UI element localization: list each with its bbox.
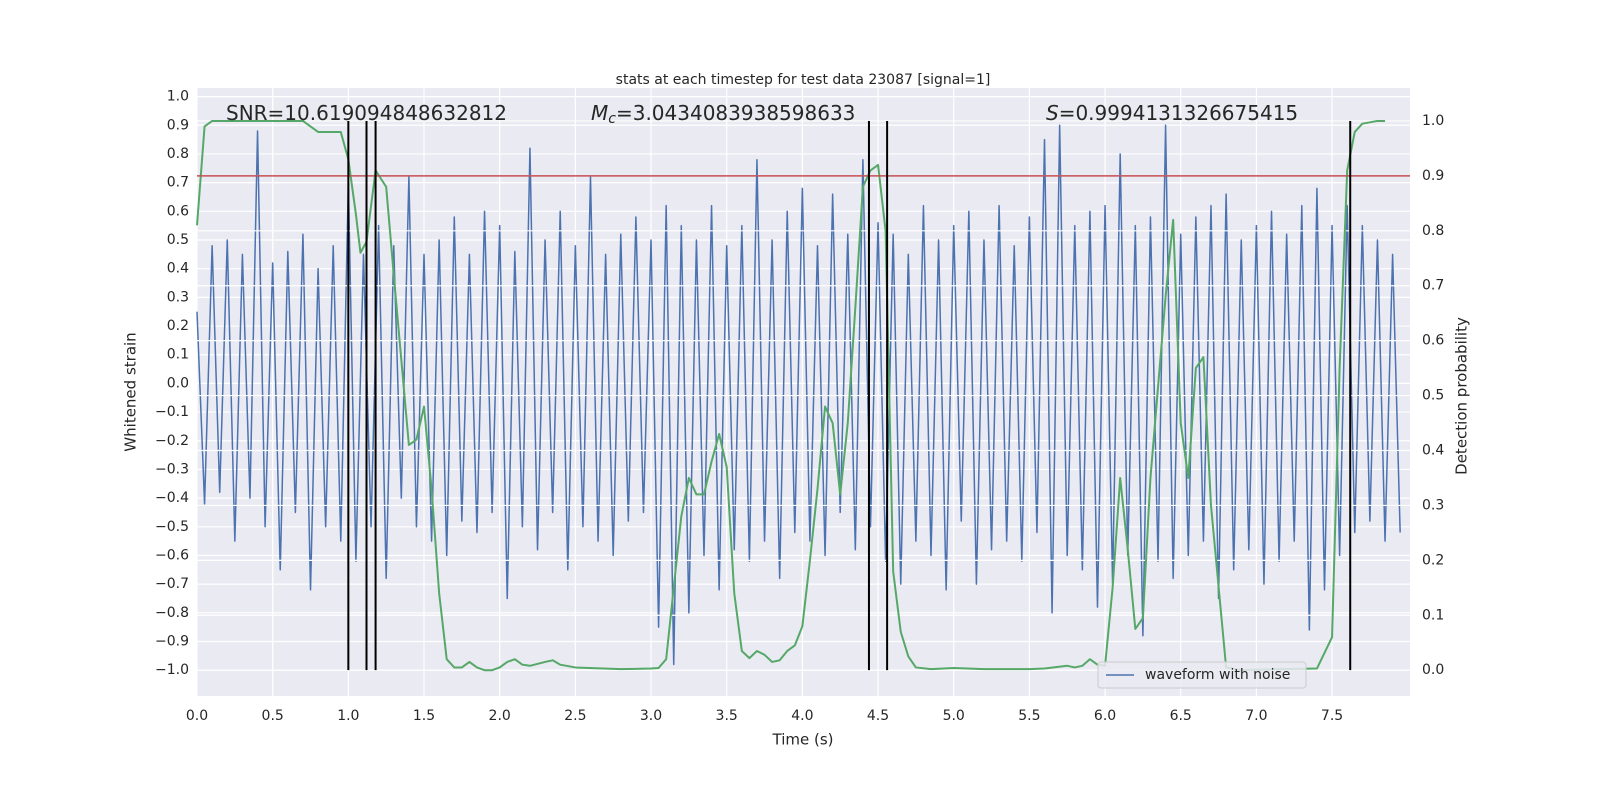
y-tick-label: −0.3 [155, 461, 189, 477]
legend-label: waveform with noise [1145, 667, 1290, 683]
annotation: S=0.9994131326675415 [1046, 101, 1298, 125]
annotation-symbol: S [1046, 101, 1059, 125]
y-tick-label: −0.9 [155, 634, 189, 650]
x-tick-label: 3.0 [640, 708, 662, 724]
x-tick-label: 2.0 [489, 708, 511, 724]
series-line [196, 119, 1386, 672]
annotation-symbol: M [591, 101, 608, 125]
y2-tick-label: 0.4 [1422, 442, 1444, 458]
y2-tick-label: 0.9 [1422, 168, 1444, 184]
x-axis-label: Time (s) [772, 731, 834, 749]
y2-tick-label: 0.2 [1422, 552, 1444, 568]
x-tick-label: 1.5 [413, 708, 435, 724]
y-tick-label: −0.2 [155, 433, 189, 449]
x-tick-label: 4.0 [791, 708, 813, 724]
y-tick-label: 0.1 [167, 347, 189, 363]
y2-tick-label: 0.0 [1422, 662, 1444, 678]
annotation-text: =0.9994131326675415 [1059, 101, 1298, 125]
x-tick-label: 0.0 [186, 708, 208, 724]
annotation: SNR=10.619094848632812 [226, 101, 507, 125]
y2-tick-label: 0.5 [1422, 388, 1444, 404]
x-tick-label: 6.5 [1170, 708, 1192, 724]
y-tick-label: 0.2 [167, 318, 189, 334]
y-tick-label: −0.4 [155, 490, 189, 506]
annotation: Mc=3.0434083938598633 [591, 101, 855, 128]
annotation-subscript: c [608, 111, 616, 127]
series-line [196, 124, 1401, 666]
legend-box [1097, 661, 1307, 689]
x-tick-label: 3.5 [716, 708, 738, 724]
y-tick-label: 0.5 [167, 232, 189, 248]
y2-tick-label: 1.0 [1422, 113, 1444, 129]
x-tick-label: 6.0 [1094, 708, 1116, 724]
x-tick-label: 2.5 [564, 708, 586, 724]
y2-tick-label: 0.8 [1422, 223, 1444, 239]
y-tick-label: 0.7 [167, 175, 189, 191]
y-tick-label: 0.8 [167, 146, 189, 162]
y-tick-label: −0.1 [155, 404, 189, 420]
y-tick-label: −0.5 [155, 519, 189, 535]
x-tick-label: 1.0 [337, 708, 359, 724]
annotation-text: =3.0434083938598633 [616, 101, 855, 125]
y-tick-label: −0.7 [155, 576, 189, 592]
y2-axis-label: Detection probability [1453, 317, 1471, 475]
y-tick-label: 1.0 [167, 89, 189, 105]
y2-tick-label: 0.6 [1422, 333, 1444, 349]
plot-background [197, 88, 1410, 696]
annotation-text: SNR=10.619094848632812 [226, 101, 507, 125]
y2-tick-label: 0.1 [1422, 607, 1444, 623]
x-tick-label: 0.5 [262, 708, 284, 724]
y-axis-label: Whitened strain [122, 332, 140, 451]
y-tick-label: −0.6 [155, 547, 189, 563]
y-tick-label: 0.3 [167, 289, 189, 305]
chart-title: stats at each timestep for test data 230… [616, 72, 991, 88]
x-tick-label: 7.0 [1245, 708, 1267, 724]
x-tick-label: 7.5 [1321, 708, 1343, 724]
x-tick-label: 4.5 [867, 708, 889, 724]
y-tick-label: 0.4 [167, 261, 189, 277]
y2-tick-label: 0.7 [1422, 278, 1444, 294]
y-tick-label: −0.8 [155, 605, 189, 621]
y-tick-label: 0.0 [167, 375, 189, 391]
x-tick-label: 5.0 [943, 708, 965, 724]
x-tick-label: 5.5 [1018, 708, 1040, 724]
y-tick-label: 0.6 [167, 203, 189, 219]
y-tick-label: 0.9 [167, 117, 189, 133]
y-tick-label: −1.0 [155, 662, 189, 678]
y2-tick-label: 0.3 [1422, 497, 1444, 513]
